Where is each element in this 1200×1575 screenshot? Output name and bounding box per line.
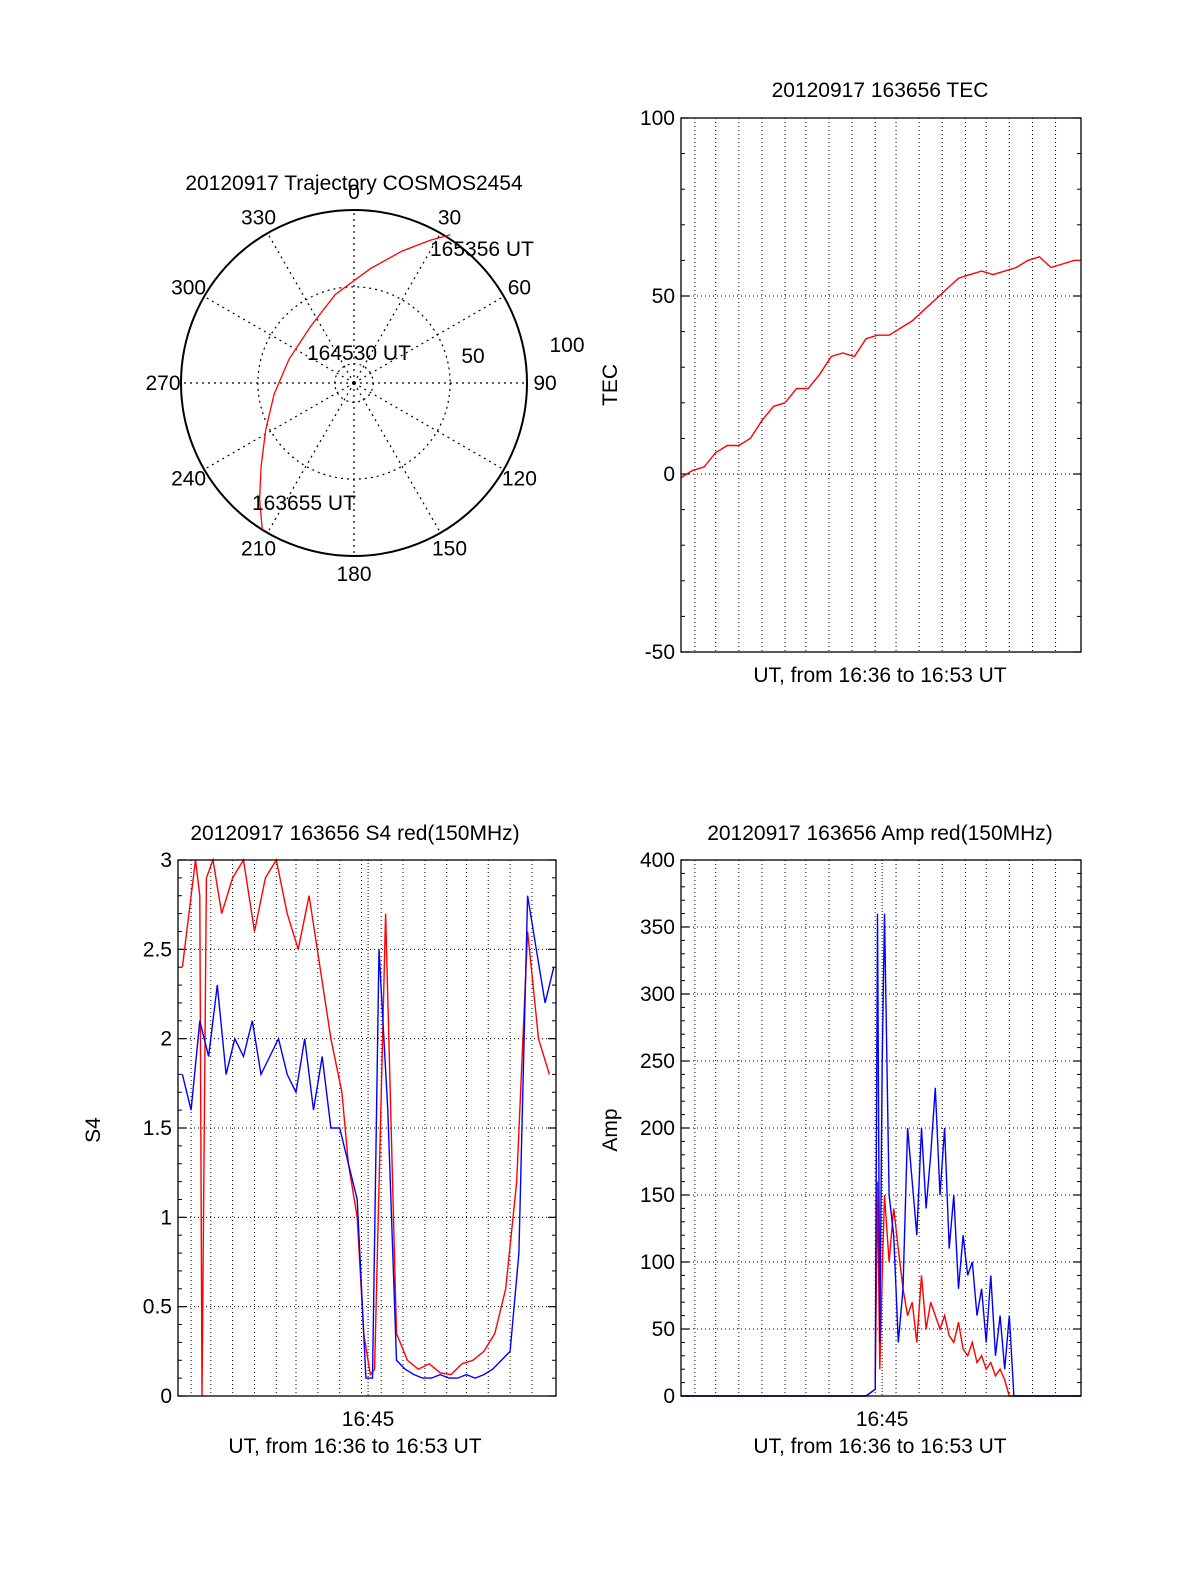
polar-spoke-300 xyxy=(203,295,355,384)
y-tick-label: 2.5 xyxy=(143,938,172,961)
y-tick-label: 250 xyxy=(640,1050,675,1073)
polar-azimuth-label: 180 xyxy=(336,563,371,586)
y-tick-label: 0 xyxy=(663,463,675,486)
y-tick-label: 300 xyxy=(640,983,675,1006)
polar-panel: 20120917 Trajectory COSMOS2454 0 30 60 90 12… xyxy=(145,172,584,586)
polar-azimuth-label: 240 xyxy=(171,468,206,491)
s4-panel: 20120917 163656 S4 red(150MHz) S4 UT, fr… xyxy=(82,822,557,1458)
trajectory-line xyxy=(258,234,451,530)
y-tick-label: -50 xyxy=(645,641,675,664)
polar-radial-label: 50 xyxy=(461,345,484,368)
y-tick-label: 100 xyxy=(640,107,675,130)
x-tick-label: 16:45 xyxy=(342,1408,395,1431)
tec-panel: 20120917 163656 TEC TEC UT, from 16:36 t… xyxy=(599,79,1082,687)
polar-azimuth-labels: 0 30 60 90 120 150 180 210 240 270 300 330 50 100 xyxy=(145,181,584,586)
tec-xlabel: UT, from 16:36 to 16:53 UT xyxy=(753,664,1006,687)
polar-azimuth-label: 0 xyxy=(348,181,360,204)
amp-ylabel: Amp xyxy=(599,1108,622,1151)
series-line-0 xyxy=(680,256,1081,479)
polar-grid xyxy=(180,209,528,557)
polar-azimuth-label: 120 xyxy=(502,468,537,491)
x-tick-label: 16:45 xyxy=(856,1408,909,1431)
plot-frame xyxy=(680,117,1082,653)
y-tick-label: 150 xyxy=(640,1184,675,1207)
y-tick-label: 1.5 xyxy=(143,1117,172,1140)
polar-spoke-150 xyxy=(353,382,442,534)
polar-azimuth-label: 60 xyxy=(508,277,531,300)
y-tick-label: 0 xyxy=(160,1385,172,1408)
plot-frame xyxy=(177,859,557,1397)
polar-title: 20120917 Trajectory COSMOS2454 xyxy=(185,172,523,195)
y-tick-label: 0.5 xyxy=(143,1296,172,1319)
polar-annotation-end: 165356 UT xyxy=(430,238,534,261)
polar-spoke-330 xyxy=(266,232,355,384)
polar-track xyxy=(258,234,451,530)
tec-ylabel: TEC xyxy=(599,364,622,406)
polar-azimuth-label: 90 xyxy=(533,372,556,395)
polar-annotation-mid: 164530 UT xyxy=(307,342,411,365)
polar-azimuth-label: 210 xyxy=(241,537,276,560)
s4-ylabel: S4 xyxy=(82,1117,105,1143)
y-tick-label: 2 xyxy=(160,1028,172,1051)
polar-outer-circle xyxy=(180,209,528,557)
polar-azimuth-label: 150 xyxy=(432,537,467,560)
amp-panel: 20120917 163656 Amp red(150MHz) Amp UT, … xyxy=(599,822,1082,1458)
y-tick-label: 3 xyxy=(160,849,172,872)
polar-spoke-210 xyxy=(266,382,355,534)
series-line-0 xyxy=(181,857,551,1397)
polar-annotation-start: 163655 UT xyxy=(252,492,356,515)
y-tick-label: 0 xyxy=(663,1385,675,1408)
polar-azimuth-label: 330 xyxy=(241,207,276,230)
amp-xlabel: UT, from 16:36 to 16:53 UT xyxy=(753,1435,1006,1458)
amp-title: 20120917 163656 Amp red(150MHz) xyxy=(707,822,1053,845)
y-tick-label: 1 xyxy=(160,1206,172,1229)
polar-azimuth-label: 30 xyxy=(438,207,461,230)
polar-azimuth-label: 300 xyxy=(171,277,206,300)
polar-spoke-60 xyxy=(353,295,505,384)
series-line-1 xyxy=(681,913,1081,1397)
series-line-1 xyxy=(181,895,555,1379)
plot-frame xyxy=(680,859,1082,1397)
y-tick-label: 400 xyxy=(640,849,675,872)
s4-title: 20120917 163656 S4 red(150MHz) xyxy=(190,822,519,845)
tec-title: 20120917 163656 TEC xyxy=(772,79,989,102)
y-tick-label: 50 xyxy=(652,285,675,308)
y-tick-label: 50 xyxy=(652,1318,675,1341)
y-tick-label: 350 xyxy=(640,916,675,939)
s4-xlabel: UT, from 16:36 to 16:53 UT xyxy=(228,1435,481,1458)
polar-spoke-240 xyxy=(203,382,355,471)
polar-radial-label: 100 xyxy=(549,334,584,357)
polar-spoke-30 xyxy=(353,232,442,384)
polar-azimuth-label: 270 xyxy=(145,372,180,395)
polar-spoke-120 xyxy=(353,382,505,471)
y-tick-label: 200 xyxy=(640,1117,675,1140)
y-tick-label: 100 xyxy=(640,1251,675,1274)
series-line-0 xyxy=(681,1181,1081,1397)
